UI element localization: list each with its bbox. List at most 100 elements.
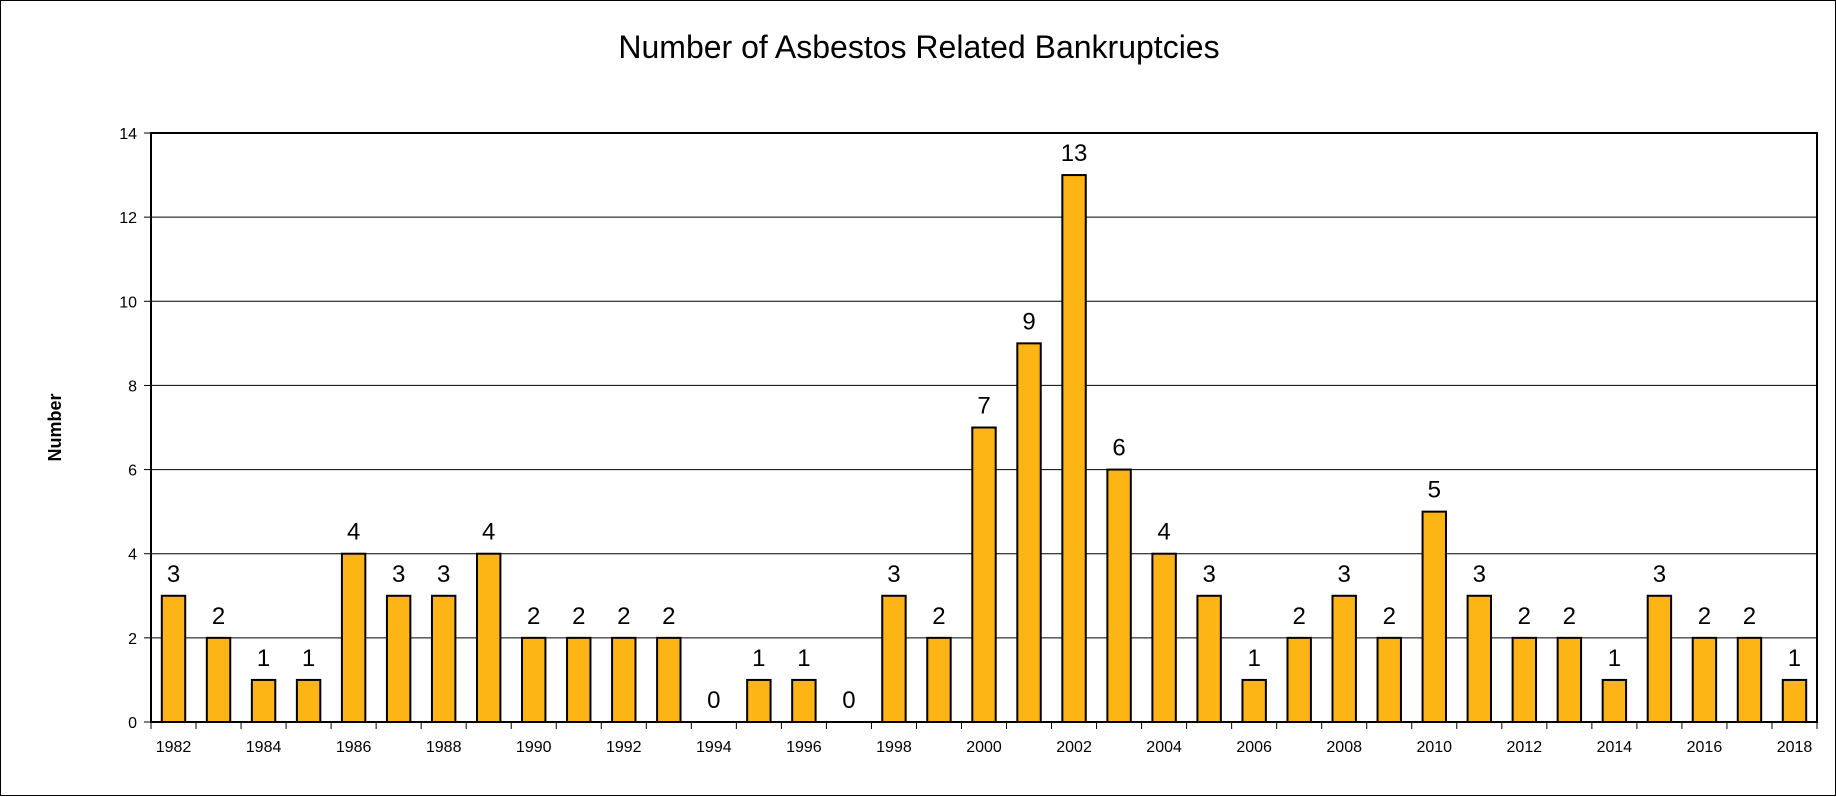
bar-2008 xyxy=(1331,594,1357,723)
bar-2006 xyxy=(1241,678,1267,724)
bar-1992 xyxy=(611,636,637,723)
bar-1998 xyxy=(881,594,907,723)
x-tick-label-1984: 1984 xyxy=(246,739,282,756)
bar-2017 xyxy=(1736,636,1763,723)
data-label-2004: 4 xyxy=(1157,519,1170,546)
bar-1990 xyxy=(521,636,547,723)
data-label-2005: 3 xyxy=(1202,561,1215,588)
data-label-2007: 2 xyxy=(1293,603,1306,630)
data-label-1983: 2 xyxy=(212,603,225,630)
data-label-2017: 2 xyxy=(1743,603,1756,630)
data-label-1989: 4 xyxy=(482,519,495,546)
data-label-2000: 7 xyxy=(977,393,990,420)
y-tick-label: 0 xyxy=(128,715,137,732)
data-label-2009: 2 xyxy=(1383,603,1396,630)
data-label-1982: 3 xyxy=(167,561,180,588)
bar-1988 xyxy=(430,594,457,723)
bar-2011 xyxy=(1466,594,1493,723)
data-label-2015: 3 xyxy=(1653,561,1666,588)
bar-2005 xyxy=(1196,594,1222,723)
bars xyxy=(160,174,1808,724)
data-label-2006: 1 xyxy=(1247,645,1260,672)
data-label-2003: 6 xyxy=(1112,435,1125,462)
bar-1996 xyxy=(791,678,817,724)
x-tick-label-1986: 1986 xyxy=(336,739,372,756)
data-label-2013: 2 xyxy=(1563,603,1576,630)
data-label-1992: 2 xyxy=(617,603,630,630)
x-tick-label-1998: 1998 xyxy=(876,739,912,756)
bar-2004 xyxy=(1151,552,1177,724)
bar-2007 xyxy=(1286,636,1312,723)
plot-area-border xyxy=(150,132,1818,723)
data-label-1993: 2 xyxy=(662,603,675,630)
bar-1989 xyxy=(475,552,502,724)
data-label-1987: 3 xyxy=(392,561,405,588)
x-tick-label-2006: 2006 xyxy=(1236,739,1272,756)
y-axis-title: Number xyxy=(45,393,65,461)
data-label-1988: 3 xyxy=(437,561,450,588)
chart-title: Number of Asbestos Related Bankruptcies xyxy=(618,29,1219,65)
x-tick-label-2016: 2016 xyxy=(1687,739,1723,756)
x-tick-label-1982: 1982 xyxy=(156,739,192,756)
x-tick-label-1990: 1990 xyxy=(516,739,552,756)
bar-1986 xyxy=(340,552,367,724)
bar-2000 xyxy=(971,426,997,723)
bar-2001 xyxy=(1016,342,1042,723)
data-label-2001: 9 xyxy=(1022,308,1035,335)
bar-2014 xyxy=(1601,678,1628,724)
data-label-2016: 2 xyxy=(1698,603,1711,630)
bar-2012 xyxy=(1511,636,1538,723)
bar-2003 xyxy=(1106,468,1132,724)
x-axis-ticks: 1982 1984 1986 1988 1990 1992 1994 1996 1998 2000… xyxy=(150,722,1818,756)
bar-2016 xyxy=(1691,636,1718,723)
x-tick-label-1988: 1988 xyxy=(426,739,462,756)
data-label-2011: 3 xyxy=(1473,561,1486,588)
bar-2010 xyxy=(1421,510,1447,723)
bar-1987 xyxy=(385,594,412,723)
y-tick-label: 12 xyxy=(119,210,137,227)
y-tick-label: 2 xyxy=(128,631,137,648)
y-tick-label: 6 xyxy=(128,463,137,480)
x-tick-label-2014: 2014 xyxy=(1597,739,1633,756)
bar-2018 xyxy=(1781,678,1808,724)
data-label-2018: 1 xyxy=(1788,645,1801,672)
bar-2002 xyxy=(1061,174,1087,724)
bar-1985 xyxy=(295,678,322,724)
y-axis-ticks: 0 2 4 6 8 10 12 14 xyxy=(119,126,151,732)
data-label-2012: 2 xyxy=(1518,603,1531,630)
y-tick-label: 8 xyxy=(128,378,137,395)
bar-1999 xyxy=(926,636,952,723)
bar-1995 xyxy=(746,678,772,724)
y-tick-label: 10 xyxy=(119,294,137,311)
bar-2009 xyxy=(1376,636,1402,723)
bar-1983 xyxy=(205,636,232,723)
data-label-1991: 2 xyxy=(572,603,585,630)
bar-2015 xyxy=(1646,594,1673,723)
data-label-1986: 4 xyxy=(347,519,360,546)
data-label-1990: 2 xyxy=(527,603,540,630)
x-tick-label-1994: 1994 xyxy=(696,739,732,756)
y-tick-label: 4 xyxy=(128,547,137,564)
x-tick-label-1992: 1992 xyxy=(606,739,642,756)
x-tick-label-2002: 2002 xyxy=(1056,739,1092,756)
data-label-1997: 0 xyxy=(842,687,855,714)
bar-1982 xyxy=(160,594,187,723)
x-tick-label-2000: 2000 xyxy=(966,739,1002,756)
x-tick-label-2018: 2018 xyxy=(1777,739,1813,756)
x-tick-label-2010: 2010 xyxy=(1416,739,1452,756)
x-tick-label-2008: 2008 xyxy=(1326,739,1362,756)
data-label-1996: 1 xyxy=(797,645,810,672)
data-label-2002: 13 xyxy=(1061,140,1088,167)
data-label-1999: 2 xyxy=(932,603,945,630)
data-label-1995: 1 xyxy=(752,645,765,672)
bar-2013 xyxy=(1556,636,1583,723)
bar-1991 xyxy=(566,636,592,723)
bar-1984 xyxy=(250,678,277,724)
data-label-2014: 1 xyxy=(1608,645,1621,672)
x-tick-label-1996: 1996 xyxy=(786,739,822,756)
data-label-1998: 3 xyxy=(887,561,900,588)
bar-1993 xyxy=(656,636,682,723)
